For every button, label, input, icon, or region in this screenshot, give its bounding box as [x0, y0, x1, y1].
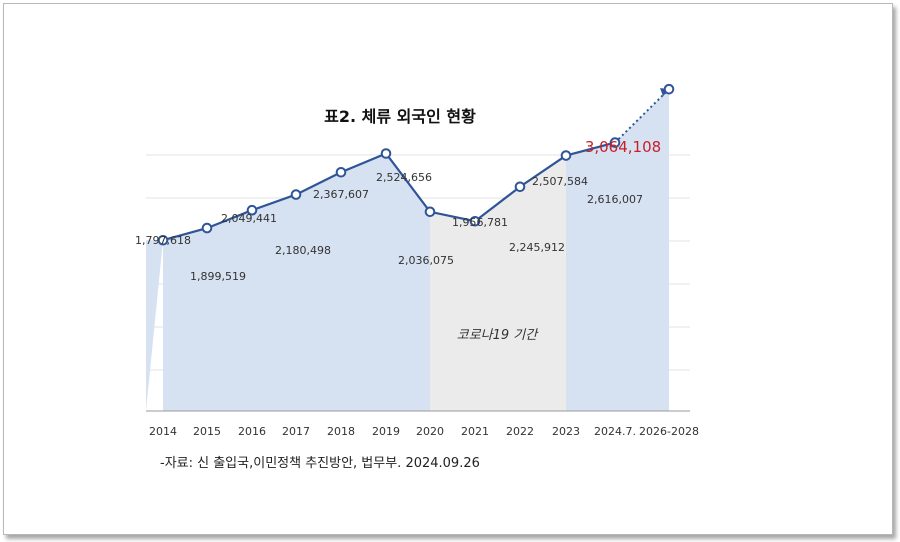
covid-period-band: [430, 155, 566, 411]
chart-title: 표2. 체류 외국인 현황: [324, 107, 476, 126]
data-label: 1,899,519: [190, 270, 246, 283]
source-note: -자료: 신 출입국,이민정책 추진방안, 법무부. 2024.09.26: [160, 456, 480, 471]
data-point: [246, 204, 258, 216]
data-point: [290, 189, 302, 200]
covid-period-label: 코로나19 기간: [457, 328, 540, 343]
x-tick-label: 2021: [461, 425, 489, 438]
x-tick-label: 2018: [327, 425, 355, 438]
data-label: 1,956,781: [452, 216, 508, 229]
x-tick-label: 2019: [372, 425, 400, 438]
data-label: 1,797,618: [135, 234, 191, 247]
x-tick-label: 2023: [552, 425, 580, 438]
highlight-data-label: 3,064,108: [585, 138, 661, 156]
x-tick-label: 2022: [506, 425, 534, 438]
data-label: 2,507,584: [532, 175, 588, 188]
area-fill-post-covid: [566, 89, 669, 411]
data-label: 2,616,007: [587, 193, 643, 206]
data-label: 2,180,498: [275, 244, 331, 257]
area-fill-edge: [146, 240, 163, 411]
data-point: [560, 150, 572, 161]
data-point: [663, 83, 675, 95]
data-label: 2,049,441: [221, 212, 277, 225]
data-point: [380, 148, 392, 159]
data-label: 2,524,656: [376, 171, 432, 184]
data-point: [201, 222, 213, 234]
x-tick-label: 2015: [193, 425, 221, 438]
x-tick-label: 2026-2028: [639, 425, 699, 438]
x-tick-label: 2017: [282, 425, 310, 438]
x-tick-label: 2024.7.: [594, 425, 636, 438]
x-tick-label: 2014: [149, 425, 177, 438]
data-point: [335, 166, 347, 178]
data-point: [514, 181, 526, 193]
data-point: [424, 206, 436, 218]
x-tick-label: 2016: [238, 425, 266, 438]
data-point: [469, 215, 481, 227]
data-point: [609, 137, 621, 148]
data-label: 2,367,607: [313, 188, 369, 201]
data-label: 2,245,912: [509, 241, 565, 254]
data-label: 2,036,075: [398, 254, 454, 267]
x-tick-label: 2020: [416, 425, 444, 438]
data-point: [157, 234, 169, 246]
area-fill-pre-covid: [163, 153, 430, 411]
